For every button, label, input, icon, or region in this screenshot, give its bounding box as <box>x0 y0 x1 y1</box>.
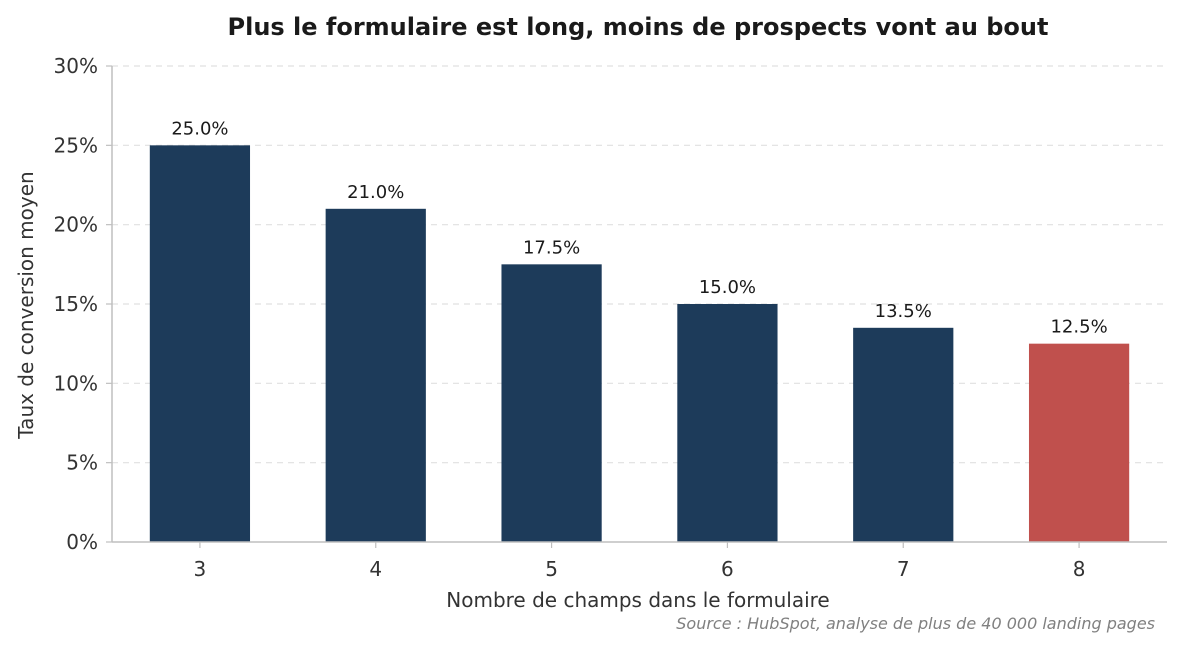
y-tick-label: 10% <box>54 371 98 395</box>
bar-7 <box>853 327 954 542</box>
gridlines <box>112 65 1167 464</box>
bar-8 <box>1028 343 1130 542</box>
bar-3 <box>149 145 251 543</box>
x-tick-label: 4 <box>369 557 382 581</box>
chart-title: Plus le formulaire est long, moins de pr… <box>228 13 1049 41</box>
x-tick-label: 3 <box>194 557 207 581</box>
x-ticks: 3 4 5 6 7 8 <box>194 542 1086 581</box>
x-tick-label: 8 <box>1073 557 1086 581</box>
source-note: Source : HubSpot, analyse de plus de 40 … <box>676 614 1155 633</box>
data-label: 15.0% <box>699 277 756 298</box>
bars <box>149 145 1130 543</box>
x-tick-label: 7 <box>897 557 910 581</box>
y-axis-label: Taux de conversion moyen <box>14 171 38 439</box>
data-label: 13.5% <box>875 301 932 322</box>
y-tick-label: 25% <box>54 133 98 157</box>
bar-6 <box>677 304 778 542</box>
data-label: 21.0% <box>347 182 404 203</box>
data-label: 17.5% <box>523 237 580 258</box>
x-tick-label: 6 <box>721 557 734 581</box>
x-axis-label: Nombre de champs dans le formulaire <box>446 588 829 612</box>
y-tick-label: 5% <box>66 451 98 475</box>
data-labels: 25.0% 21.0% 17.5% 15.0% 13.5% 12.5% <box>171 118 1107 337</box>
y-tick-label: 20% <box>54 213 98 237</box>
x-tick-label: 5 <box>545 557 558 581</box>
bar-5 <box>501 264 602 542</box>
y-tick-label: 30% <box>54 54 98 78</box>
bar-4 <box>325 208 426 543</box>
y-ticks: 0% 5% 10% 15% 20% 25% 30% <box>54 54 112 554</box>
data-label: 12.5% <box>1050 317 1107 338</box>
y-tick-label: 0% <box>66 530 98 554</box>
data-label: 25.0% <box>171 118 228 139</box>
y-tick-label: 15% <box>54 292 98 316</box>
